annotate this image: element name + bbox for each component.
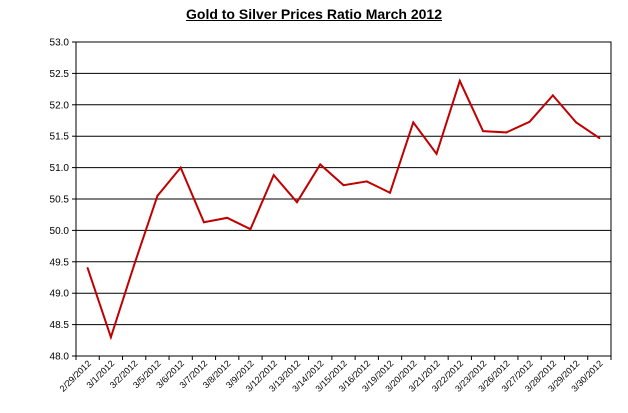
y-tick-label: 49.5 xyxy=(50,257,70,268)
data-point xyxy=(598,137,601,140)
data-point xyxy=(412,121,415,124)
data-point xyxy=(249,228,252,231)
y-tick-label: 51.5 xyxy=(50,132,70,143)
y-tick-label: 48.0 xyxy=(50,352,70,363)
data-point xyxy=(389,191,392,194)
data-point xyxy=(365,180,368,183)
data-point xyxy=(575,121,578,124)
y-tick-label: 53.0 xyxy=(50,38,70,49)
y-tick-label: 50.0 xyxy=(50,226,70,237)
chart-title-text: Gold to Silver Prices Ratio March 2012 xyxy=(186,6,442,22)
data-point xyxy=(109,336,112,339)
data-point xyxy=(505,131,508,134)
data-point xyxy=(458,79,461,82)
y-tick-label: 50.5 xyxy=(50,195,70,206)
y-tick-label: 48.5 xyxy=(50,320,70,331)
x-tick-label: 2/29/2012 xyxy=(58,358,93,393)
data-point xyxy=(86,267,89,270)
y-tick-label: 52.5 xyxy=(50,69,70,80)
data-point xyxy=(551,94,554,97)
x-axis: 2/29/20123/1/20123/2/20123/5/20123/6/201… xyxy=(58,356,612,394)
y-tick-label: 52.0 xyxy=(50,100,70,111)
data-point xyxy=(435,152,438,155)
series-layer xyxy=(86,78,601,341)
data-point xyxy=(156,194,159,197)
data-point xyxy=(179,166,182,169)
data-point xyxy=(295,201,298,204)
y-axis: 48.0 48.5 49.0 49.5 50.0 50.5 51.0 51.5 52.0 52.5… xyxy=(50,38,76,363)
y-tick-label: 49.0 xyxy=(50,289,70,300)
data-point xyxy=(528,120,531,123)
series-line xyxy=(86,78,600,341)
data-point xyxy=(319,163,322,166)
chart-title: Gold to Silver Prices Ratio March 2012 xyxy=(0,6,628,22)
data-point xyxy=(226,216,229,219)
y-tick-label: 51.0 xyxy=(50,163,70,174)
data-point xyxy=(342,184,345,187)
data-point xyxy=(272,174,275,177)
data-point xyxy=(133,263,136,266)
data-point xyxy=(482,130,485,133)
data-point xyxy=(202,221,205,224)
